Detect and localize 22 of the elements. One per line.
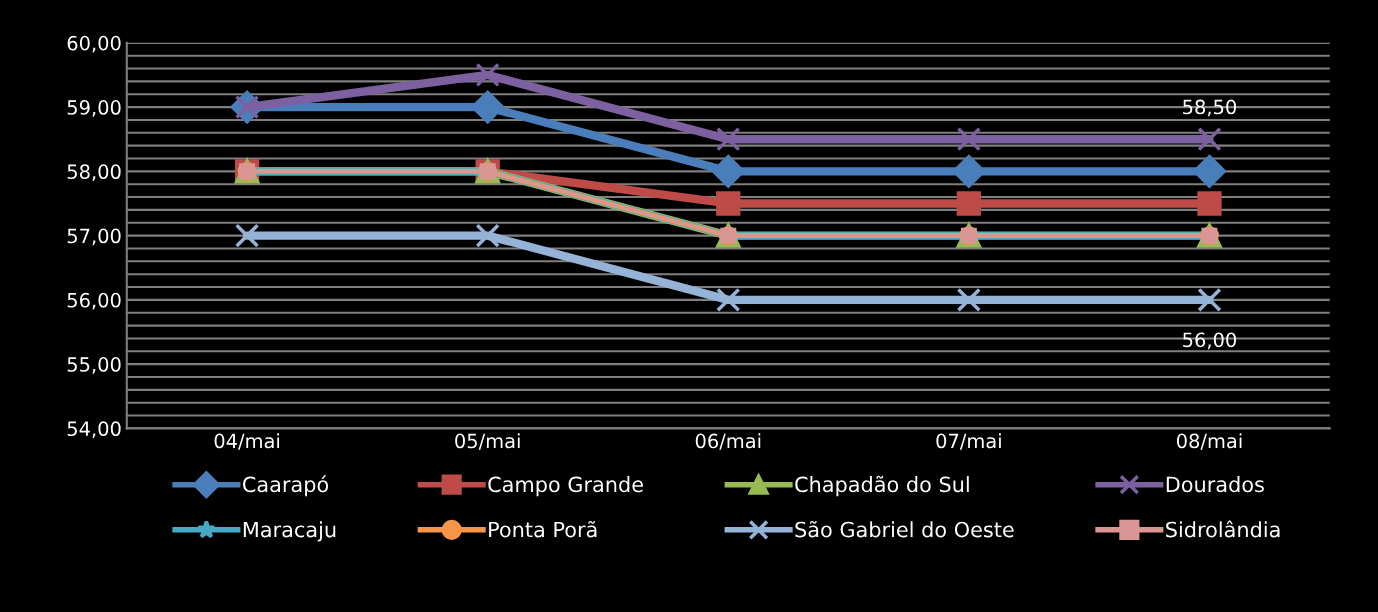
legend-label: São Gabriel do Oeste: [795, 520, 1014, 538]
y-tick-label: 60,00: [67, 35, 121, 53]
x-tick-label: 05/mai: [455, 433, 520, 450]
y-tick-label: 59,00: [67, 100, 121, 117]
legend-label: Ponta Porã: [489, 520, 597, 538]
legend-label: Sidrolândia: [1166, 520, 1280, 538]
legend-label: Caarapó: [242, 475, 329, 497]
x-tick-label: 08/mai: [1176, 433, 1242, 450]
data-label: 58,50: [1183, 99, 1237, 117]
y-tick-label: 58,00: [67, 164, 121, 182]
y-tick-label: 57,00: [67, 228, 121, 246]
x-tick-label: 06/mai: [695, 433, 761, 450]
y-tick-label: 54,00: [67, 421, 121, 439]
legend-label: Chapadão do Sul: [795, 475, 969, 497]
legend-label: Campo Grande: [488, 476, 643, 497]
data-label: 56,00: [1183, 332, 1237, 350]
legend-label: Maracaju: [243, 521, 336, 542]
x-tick-label: 04/mai: [214, 433, 280, 450]
x-tick-label: 07/mai: [936, 433, 1001, 450]
legend-label: Dourados: [1166, 476, 1264, 493]
y-tick-label: 55,00: [67, 357, 121, 374]
y-tick-label: 56,00: [67, 292, 121, 310]
